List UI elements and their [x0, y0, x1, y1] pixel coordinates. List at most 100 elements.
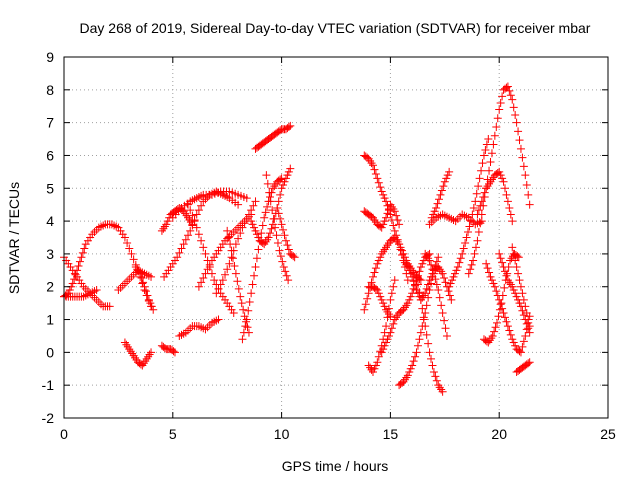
data-point — [434, 286, 443, 295]
data-point — [373, 259, 382, 268]
data-point — [360, 305, 369, 314]
data-point — [387, 324, 396, 333]
data-point — [498, 174, 507, 183]
data-point — [416, 295, 425, 304]
data-point — [516, 348, 525, 357]
data-point — [371, 361, 380, 370]
data-point — [415, 267, 424, 276]
data-point — [137, 273, 146, 282]
data-point — [521, 302, 530, 311]
data-point — [379, 220, 388, 229]
data-point — [194, 206, 203, 215]
data-point — [373, 358, 382, 367]
data-point — [281, 236, 290, 245]
data-point — [495, 167, 504, 176]
data-point — [383, 209, 392, 218]
data-point — [511, 341, 520, 350]
data-point — [511, 289, 520, 298]
data-point — [435, 293, 444, 302]
data-point — [263, 202, 272, 211]
data-point — [427, 260, 436, 269]
data-point — [441, 278, 450, 287]
data-point — [374, 178, 383, 187]
data-point — [524, 190, 533, 199]
data-point — [421, 308, 430, 317]
y-tick-label: 6 — [46, 147, 54, 163]
data-point — [239, 328, 248, 337]
series-track-15 — [223, 226, 253, 337]
data-point — [522, 180, 531, 189]
series-track-39 — [508, 243, 534, 331]
data-point — [280, 177, 289, 186]
data-point — [234, 200, 243, 209]
data-point — [419, 313, 428, 322]
data-point — [409, 357, 418, 366]
data-point — [203, 265, 212, 274]
data-point — [214, 315, 223, 324]
data-point — [140, 282, 149, 291]
series-track-33 — [445, 135, 493, 291]
data-point — [194, 230, 203, 239]
y-tick-label: 4 — [46, 213, 54, 229]
data-point — [281, 174, 290, 183]
data-point — [250, 223, 259, 232]
data-point — [442, 331, 451, 340]
data-point — [413, 341, 422, 350]
data-point — [512, 263, 521, 272]
data-point — [422, 330, 431, 339]
data-point — [279, 180, 288, 189]
data-point — [441, 324, 450, 333]
data-point — [197, 201, 206, 210]
data-point — [461, 238, 470, 247]
data-point — [519, 295, 528, 304]
data-point — [147, 348, 156, 357]
data-point — [71, 270, 80, 279]
data-point — [380, 194, 389, 203]
data-point — [251, 263, 260, 272]
data-point — [383, 313, 392, 322]
series-track-17 — [251, 121, 295, 153]
data-point — [496, 300, 505, 309]
data-point — [382, 338, 391, 347]
data-point — [214, 284, 223, 293]
data-point — [418, 259, 427, 268]
data-point — [415, 335, 424, 344]
data-point — [281, 267, 290, 276]
data-point — [440, 177, 449, 186]
data-point — [424, 339, 433, 348]
data-point — [478, 159, 487, 168]
data-point — [169, 347, 178, 356]
data-point — [509, 338, 518, 347]
data-point — [464, 228, 473, 237]
data-point — [149, 305, 158, 314]
data-point — [469, 256, 478, 265]
data-point — [284, 167, 293, 176]
series-track-6 — [131, 263, 158, 314]
data-point — [458, 249, 467, 258]
series-track-5 — [120, 338, 156, 370]
data-point — [392, 211, 401, 220]
data-point — [68, 279, 77, 288]
data-point — [380, 302, 389, 311]
data-point — [284, 123, 293, 132]
data-point — [508, 243, 517, 252]
data-point — [251, 226, 260, 235]
data-point — [515, 136, 524, 145]
data-point — [418, 304, 427, 313]
data-point — [474, 206, 483, 215]
data-point — [518, 306, 527, 315]
data-point — [371, 284, 380, 293]
data-point — [120, 233, 129, 242]
data-point — [403, 371, 412, 380]
data-point — [487, 149, 496, 158]
data-point — [488, 331, 497, 340]
x-tick-label: 0 — [60, 426, 68, 442]
data-point — [73, 266, 82, 275]
data-point — [508, 217, 517, 226]
data-point — [413, 271, 422, 280]
data-point — [229, 308, 238, 317]
data-point — [267, 224, 276, 233]
data-point — [521, 171, 530, 180]
data-point — [283, 241, 292, 250]
y-tick-label: 8 — [46, 82, 54, 98]
